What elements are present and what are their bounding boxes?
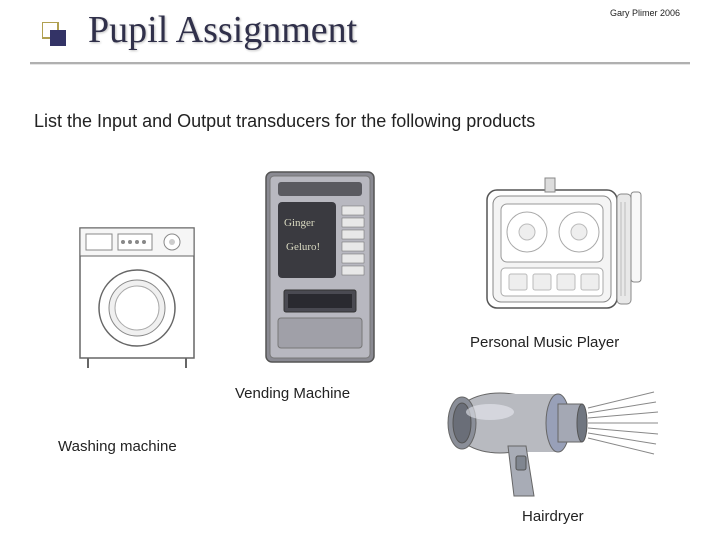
hairdryer-image bbox=[430, 378, 660, 503]
svg-text:Geluro!: Geluro! bbox=[286, 241, 320, 253]
instruction-text: List the Input and Output transducers fo… bbox=[34, 110, 674, 133]
title-underline bbox=[30, 62, 690, 64]
vending-machine-image: Ginger Geluro! bbox=[260, 168, 380, 373]
svg-text:Ginger: Ginger bbox=[284, 217, 315, 229]
slide-title: Pupil Assignment bbox=[88, 8, 357, 52]
washing-machine-label: Washing machine bbox=[58, 438, 177, 455]
washing-machine-image bbox=[72, 220, 202, 375]
author-credit: Gary Plimer 2006 bbox=[610, 8, 680, 18]
vending-machine-label: Vending Machine bbox=[235, 385, 350, 402]
music-player-label: Personal Music Player bbox=[470, 334, 619, 351]
music-player-image bbox=[475, 172, 655, 327]
hairdryer-label: Hairdryer bbox=[522, 508, 584, 525]
title-bullet-icon bbox=[42, 22, 66, 46]
